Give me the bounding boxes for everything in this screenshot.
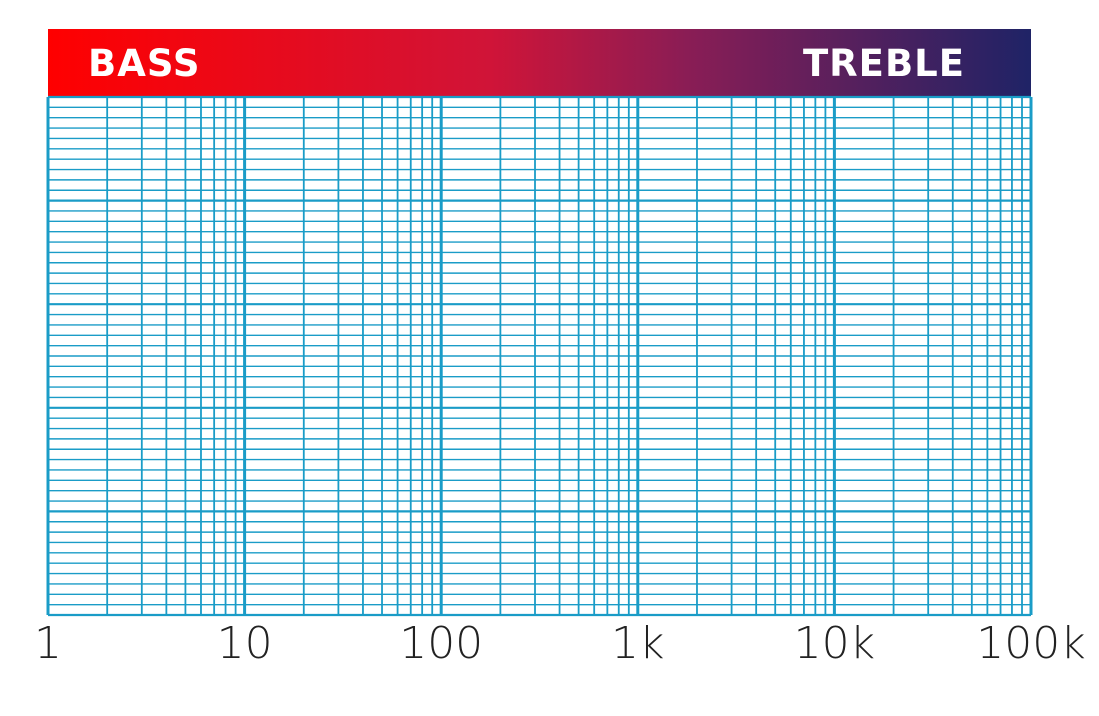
treble-label: TREBLE	[802, 41, 965, 85]
x-tick-label: 100	[399, 618, 484, 669]
x-tick-label: 10	[216, 618, 273, 669]
x-tick-label: 10k	[793, 618, 876, 669]
bass-treble-banner: BASS TREBLE	[48, 29, 1031, 97]
x-tick-label: 100k	[976, 618, 1086, 669]
x-tick-label: 1k	[611, 618, 665, 669]
bass-label: BASS	[88, 41, 201, 85]
x-tick-label: 1	[34, 618, 62, 669]
